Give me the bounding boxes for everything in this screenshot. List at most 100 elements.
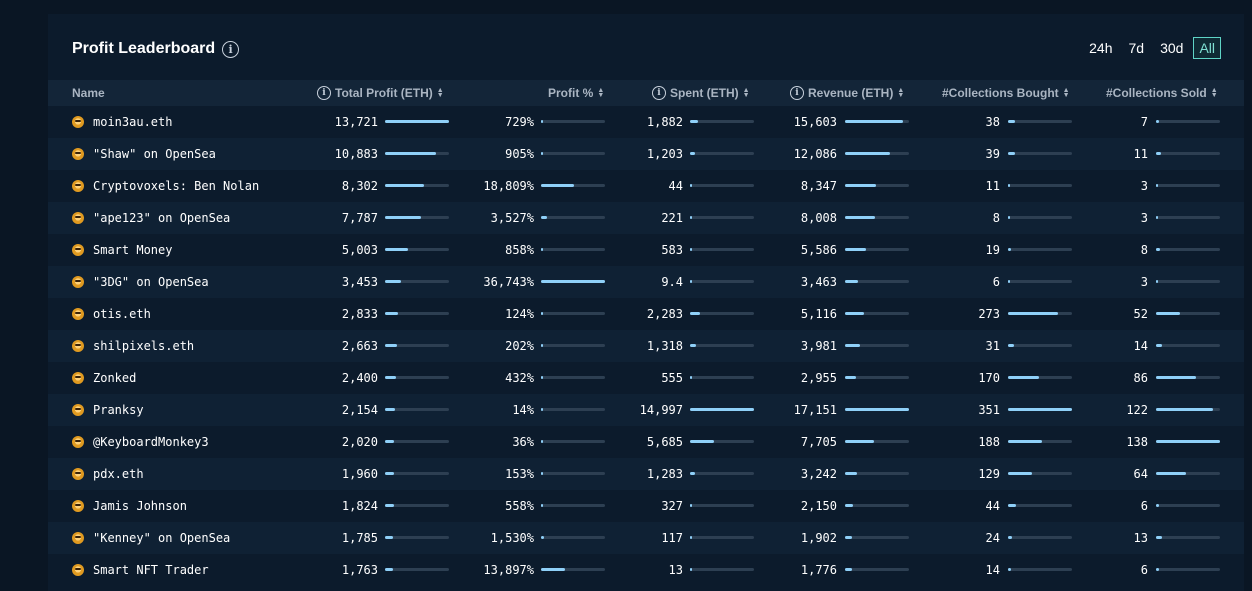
info-icon[interactable]: i: [222, 40, 240, 58]
profit-pct-bar-fill: [541, 568, 565, 571]
column-header-collections-sold[interactable]: #Collections Sold ▲ ▼: [1106, 80, 1218, 106]
info-icon[interactable]: i: [317, 86, 331, 100]
total-profit-bar: [385, 312, 449, 315]
revenue-value: 12,086: [793, 147, 837, 161]
trader-name-cell[interactable]: shilpixels.eth: [72, 330, 194, 362]
sort-icon[interactable]: ▲ ▼: [742, 87, 750, 99]
profit-pct-bar-fill: [541, 312, 543, 315]
trader-name-cell[interactable]: pdx.eth: [72, 458, 144, 490]
trader-name[interactable]: @KeyboardMonkey3: [93, 435, 209, 449]
profit-pct-bar: [541, 248, 605, 251]
sold-bar: [1156, 280, 1220, 283]
total-profit-bar: [385, 376, 449, 379]
column-header-revenue[interactable]: i Revenue (ETH) ▲ ▼: [790, 80, 904, 106]
trader-name[interactable]: Pranksy: [93, 403, 144, 417]
trader-name-cell[interactable]: @KeyboardMonkey3: [72, 426, 209, 458]
sort-icon[interactable]: ▲ ▼: [1210, 87, 1218, 99]
trader-name[interactable]: "Kenney" on OpenSea: [93, 531, 231, 545]
trader-name[interactable]: "3DG" on OpenSea: [93, 275, 209, 289]
trader-name[interactable]: Smart Money: [93, 243, 173, 257]
range-button-24h[interactable]: 24h: [1083, 37, 1119, 59]
table-row[interactable]: @KeyboardMonkey3 2,020 36% 5,685 7,705 188 138: [48, 426, 1244, 458]
trader-name-cell[interactable]: "ape123" on OpenSea: [72, 202, 230, 234]
table-row[interactable]: Zonked 2,400 432% 555 2,955 170 86: [48, 362, 1244, 394]
table-row[interactable]: Jamis Johnson 1,824 558% 327 2,150 44 6: [48, 490, 1244, 522]
sort-icon[interactable]: ▲ ▼: [597, 87, 605, 99]
trader-name-cell[interactable]: Pranksy: [72, 394, 144, 426]
table-row[interactable]: otis.eth 2,833 124% 2,283 5,116 273 52: [48, 298, 1244, 330]
bought-bar-fill: [1008, 120, 1015, 123]
range-button-all[interactable]: All: [1193, 37, 1221, 59]
trader-name[interactable]: "Shaw" on OpenSea: [93, 147, 216, 161]
table-row[interactable]: "3DG" on OpenSea 3,453 36,743% 9.4 3,463 6 3: [48, 266, 1244, 298]
table-row[interactable]: "Kenney" on OpenSea 1,785 1,530% 117 1,902 24…: [48, 522, 1244, 554]
spent-value: 117: [661, 531, 683, 545]
sold-bar: [1156, 216, 1220, 219]
trader-name-cell[interactable]: otis.eth: [72, 298, 151, 330]
revenue-value: 8,347: [800, 179, 837, 193]
table-row[interactable]: "ape123" on OpenSea 7,787 3,527% 221 8,008 8 3: [48, 202, 1244, 234]
trader-name[interactable]: otis.eth: [93, 307, 151, 321]
revenue-value: 2,955: [800, 371, 837, 385]
revenue-bar: [845, 312, 909, 315]
table-row[interactable]: pdx.eth 1,960 153% 1,283 3,242 129 64: [48, 458, 1244, 490]
total-profit-value: 3,453: [341, 275, 378, 289]
trader-name[interactable]: shilpixels.eth: [93, 339, 195, 353]
trader-name[interactable]: moin3au.eth: [93, 115, 173, 129]
table-header: Name i Total Profit (ETH) ▲ ▼ Profit % ▲ ▼…: [48, 80, 1244, 106]
bought-bar-fill: [1008, 280, 1010, 283]
table-row[interactable]: Cryptovoxels: Ben Nolan 8,302 18,809% 44 8,3…: [48, 170, 1244, 202]
trader-name[interactable]: Jamis Johnson: [93, 499, 187, 513]
trader-name-cell[interactable]: Smart Money: [72, 234, 172, 266]
trader-name[interactable]: pdx.eth: [93, 467, 144, 481]
bought-value: 170: [978, 371, 1000, 385]
table-row[interactable]: Pranksy 2,154 14% 14,997 17,151 351 122: [48, 394, 1244, 426]
info-icon[interactable]: i: [790, 86, 804, 100]
title-row: Profit Leaderboard i: [72, 38, 240, 60]
total-profit-value: 2,663: [341, 339, 378, 353]
table-row[interactable]: Smart Money 5,003 858% 583 5,586 19 8: [48, 234, 1244, 266]
trader-name-cell[interactable]: "Shaw" on OpenSea: [72, 138, 216, 170]
sort-icon[interactable]: ▲ ▼: [436, 87, 444, 99]
sold-bar: [1156, 376, 1220, 379]
column-header-spent[interactable]: i Spent (ETH) ▲ ▼: [652, 80, 750, 106]
sort-icon[interactable]: ▲ ▼: [897, 87, 905, 99]
sold-bar: [1156, 120, 1220, 123]
trader-name[interactable]: Smart NFT Trader: [93, 563, 209, 577]
avatar-icon: [72, 308, 84, 320]
total-profit-bar-fill: [385, 440, 394, 443]
table-row[interactable]: shilpixels.eth 2,663 202% 1,318 3,981 31 14: [48, 330, 1244, 362]
range-button-30d[interactable]: 30d: [1154, 37, 1190, 59]
column-header-profit-pct[interactable]: Profit % ▲ ▼: [548, 80, 604, 106]
trader-name-cell[interactable]: Zonked: [72, 362, 136, 394]
trader-name-cell[interactable]: "Kenney" on OpenSea: [72, 522, 230, 554]
trader-name-cell[interactable]: Smart NFT Trader: [72, 554, 209, 586]
total-profit-bar-fill: [385, 120, 449, 123]
trader-name-cell[interactable]: Jamis Johnson: [72, 490, 187, 522]
column-header-name[interactable]: Name: [72, 80, 105, 106]
sort-icon[interactable]: ▲ ▼: [1062, 87, 1070, 99]
sold-value: 6: [1140, 499, 1148, 513]
trader-name[interactable]: Cryptovoxels: Ben Nolan: [93, 179, 260, 193]
trader-name[interactable]: Zonked: [93, 371, 137, 385]
total-profit-bar: [385, 248, 449, 251]
trader-name-cell[interactable]: "3DG" on OpenSea: [72, 266, 209, 298]
sold-bar-fill: [1156, 408, 1213, 411]
table-row[interactable]: "Shaw" on OpenSea 10,883 905% 1,203 12,086 39…: [48, 138, 1244, 170]
trader-name-cell[interactable]: Cryptovoxels: Ben Nolan: [72, 170, 259, 202]
revenue-bar-fill: [845, 184, 876, 187]
revenue-bar: [845, 440, 909, 443]
range-button-7d[interactable]: 7d: [1122, 37, 1151, 59]
column-header-total-profit[interactable]: i Total Profit (ETH) ▲ ▼: [317, 80, 444, 106]
table-row[interactable]: moin3au.eth 13,721 729% 1,882 15,603 38 7: [48, 106, 1244, 138]
info-icon[interactable]: i: [652, 86, 666, 100]
leaderboard-panel: Profit Leaderboard i 24h 7d 30d All Name…: [48, 14, 1244, 591]
trader-name[interactable]: "ape123" on OpenSea: [93, 211, 231, 225]
trader-name-cell[interactable]: moin3au.eth: [72, 106, 172, 138]
spent-bar-fill: [690, 344, 696, 347]
profit-pct-value: 905%: [505, 147, 534, 161]
bought-bar-fill: [1008, 408, 1072, 411]
column-header-collections-bought[interactable]: #Collections Bought ▲ ▼: [942, 80, 1070, 106]
revenue-value: 1,776: [800, 563, 837, 577]
table-row[interactable]: Smart NFT Trader 1,763 13,897% 13 1,776 14 6: [48, 554, 1244, 586]
